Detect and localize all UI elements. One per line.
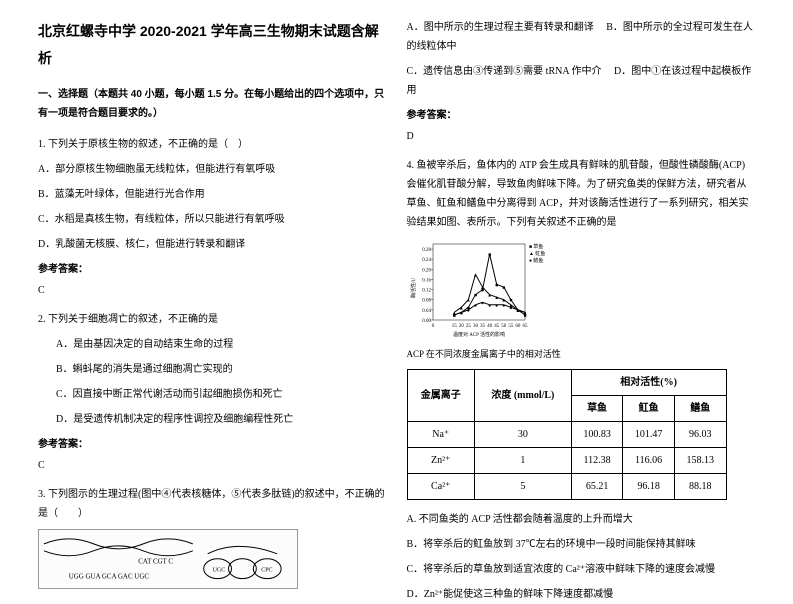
- svg-text:UGC: UGC: [213, 568, 226, 574]
- th-activity: 相对活性(%): [571, 370, 726, 396]
- svg-text:0.12: 0.12: [422, 289, 431, 294]
- svg-text:●: ●: [502, 304, 505, 309]
- table-row: Na⁺ 30 100.83 101.47 96.03: [407, 422, 726, 448]
- answer-label: 参考答案：: [38, 260, 387, 279]
- svg-text:60: 60: [515, 324, 521, 329]
- q1-opt-b: B．蓝藻无叶绿体，但能进行光合作用: [38, 185, 387, 204]
- answer-label: 参考答案：: [38, 435, 387, 454]
- svg-text:●: ●: [473, 304, 476, 309]
- svg-text:40: 40: [487, 324, 493, 329]
- q1-stem: 1. 下列关于原核生物的叙述，不正确的是（ ）: [38, 135, 387, 154]
- svg-text:55: 55: [508, 324, 513, 329]
- q2-opt-a: A．是由基因决定的自动结束生命的过程: [38, 335, 387, 354]
- q3-figure: CAT CGT C UGG GUA GCA GAC UGC UGC CPC: [38, 529, 298, 589]
- svg-text:30: 30: [472, 324, 478, 329]
- svg-text:●: ●: [488, 304, 491, 309]
- q2-stem: 2. 下列关于细胞凋亡的叙述，不正确的是: [38, 310, 387, 329]
- q3-opt-ab: A．图中所示的生理过程主要有转录和翻译 B．图中所示的全过程可发生在人的线粒体中: [407, 18, 756, 56]
- q2-answer: C: [38, 456, 387, 475]
- svg-text:0.16: 0.16: [422, 278, 431, 283]
- q3-stem: 3. 下列图示的生理过程(图中④代表核糖体，⑤代表多肽链)的叙述中，不正确的是（…: [38, 485, 387, 523]
- answer-label: 参考答案：: [407, 106, 756, 125]
- svg-text:0: 0: [431, 324, 434, 329]
- svg-text:0.24: 0.24: [422, 258, 431, 263]
- q2-opt-b: B．蝌蚪尾的消失是通过细胞凋亡实现的: [38, 360, 387, 379]
- table-caption: ACP 在不同浓度金属离子中的相对活性: [407, 346, 756, 363]
- svg-text:温度对 ACP 活性的影响: 温度对 ACP 活性的影响: [452, 331, 504, 338]
- svg-text:0.04: 0.04: [422, 309, 431, 314]
- svg-text:■: ■: [502, 286, 505, 291]
- svg-text:▲: ▲: [472, 273, 477, 278]
- q4-opt-a: A. 不同鱼类的 ACP 活性都会随着温度的上升而增大: [407, 510, 756, 529]
- svg-text:●: ●: [459, 311, 462, 316]
- th-conc: 浓度 (mmol/L): [474, 370, 571, 422]
- svg-text:●: ●: [509, 306, 512, 311]
- acp-activity-chart: 0.000.040.080.120.160.200.240.2801520253…: [407, 238, 567, 338]
- left-column: 北京红螺寺中学 2020-2021 学年高三生物期末试题含解析 一、选择题（本题…: [28, 18, 397, 543]
- th-ion: 金属离子: [407, 370, 474, 422]
- doc-title: 北京红螺寺中学 2020-2021 学年高三生物期末试题含解析: [38, 18, 387, 71]
- q1-opt-d: D．乳酸菌无核膜、核仁，但能进行转录和翻译: [38, 235, 387, 254]
- svg-text:▲: ▲: [465, 299, 470, 304]
- svg-text:●: ●: [495, 304, 498, 309]
- q3-opt-a: A．图中所示的生理过程主要有转录和翻译: [407, 22, 594, 33]
- q4-opt-d: D．Zn²⁺能促使这三种鱼的鲜味下降速度都减慢: [407, 585, 756, 604]
- right-column: A．图中所示的生理过程主要有转录和翻译 B．图中所示的全过程可发生在人的线粒体中…: [397, 18, 766, 543]
- q4-opt-b: B．将宰杀后的𫚉鱼放到 37℃左右的环境中一段时间能保持其鲜味: [407, 535, 756, 554]
- q4-stem: 4. 鱼被宰杀后，鱼体内的 ATP 会生成具有鲜味的肌苷酸，但酸性磷酸酶(ACP…: [407, 156, 756, 232]
- svg-text:▲: ▲: [494, 296, 499, 301]
- q2-opt-d: D．是受遗传机制决定的程序性调控及细胞编程性死亡: [38, 410, 387, 429]
- svg-text:15: 15: [451, 324, 457, 329]
- svg-text:0.20: 0.20: [422, 268, 431, 273]
- q1-answer: C: [38, 281, 387, 300]
- svg-text:■: ■: [488, 253, 491, 258]
- th-fish1: 草鱼: [571, 396, 623, 422]
- svg-text:UGG GUA GCA GAC UGC: UGG GUA GCA GAC UGC: [69, 573, 150, 581]
- svg-text:45: 45: [494, 324, 500, 329]
- svg-text:35: 35: [480, 324, 486, 329]
- q3-opt-cd: C．遗传信息由③传递到⑤需要 tRNA 作中介 D．图中①在该过程中起模板作用: [407, 62, 756, 100]
- svg-text:●: ●: [516, 309, 519, 314]
- svg-text:■ 草鱼: ■ 草鱼: [529, 243, 543, 250]
- svg-text:酶活性/U: 酶活性/U: [410, 278, 417, 298]
- svg-text:▲ 𫚉鱼: ▲ 𫚉鱼: [529, 250, 545, 257]
- q1-opt-a: A．部分原核生物细胞虽无线粒体，但能进行有氧呼吸: [38, 160, 387, 179]
- dna-translation-diagram: CAT CGT C UGG GUA GCA GAC UGC UGC CPC: [39, 529, 297, 589]
- svg-text:20: 20: [458, 324, 464, 329]
- svg-text:0.08: 0.08: [422, 299, 431, 304]
- acp-activity-table: 金属离子 浓度 (mmol/L) 相对活性(%) 草鱼 𫚉鱼 鳝鱼 Na⁺ 30…: [407, 369, 727, 500]
- svg-text:50: 50: [501, 324, 507, 329]
- svg-text:0.28: 0.28: [422, 248, 431, 253]
- svg-text:▲: ▲: [487, 294, 492, 299]
- q3-answer: D: [407, 127, 756, 146]
- svg-text:■: ■: [495, 284, 498, 289]
- q1-opt-c: C．水稻是真核生物，有线粒体，所以只能进行有氧呼吸: [38, 210, 387, 229]
- table-header-row: 金属离子 浓度 (mmol/L) 相对活性(%): [407, 370, 726, 396]
- svg-text:■: ■: [473, 294, 476, 299]
- svg-text:●: ●: [481, 301, 484, 306]
- svg-text:25: 25: [465, 324, 471, 329]
- table-row: Zn²⁺ 1 112.38 116.06 158.13: [407, 448, 726, 474]
- svg-text:▲: ▲: [480, 286, 485, 291]
- svg-text:●: ●: [466, 309, 469, 314]
- q4-opt-c: C．将宰杀后的草鱼放到适宜浓度的 Ca²⁺溶液中鲜味下降的速度会减慢: [407, 560, 756, 579]
- q3-opt-c: C．遗传信息由③传递到⑤需要 tRNA 作中介: [407, 66, 602, 77]
- svg-text:● 鳝鱼: ● 鳝鱼: [529, 257, 543, 264]
- svg-text:CPC: CPC: [261, 568, 272, 574]
- svg-text:●: ●: [523, 311, 526, 316]
- th-fish3: 鳝鱼: [674, 396, 726, 422]
- th-fish2: 𫚉鱼: [623, 396, 675, 422]
- q2-opt-c: C．因直接中断正常代谢活动而引起细胞损伤和死亡: [38, 385, 387, 404]
- svg-text:0.00: 0.00: [422, 319, 431, 324]
- svg-text:●: ●: [452, 314, 455, 319]
- svg-text:65: 65: [522, 324, 528, 329]
- section-heading: 一、选择题（本题共 40 小题，每小题 1.5 分。在每小题给出的四个选项中，只…: [38, 85, 387, 123]
- svg-text:CAT CGT C: CAT CGT C: [138, 558, 173, 566]
- table-row: Ca²⁺ 5 65.21 96.18 88.18: [407, 474, 726, 500]
